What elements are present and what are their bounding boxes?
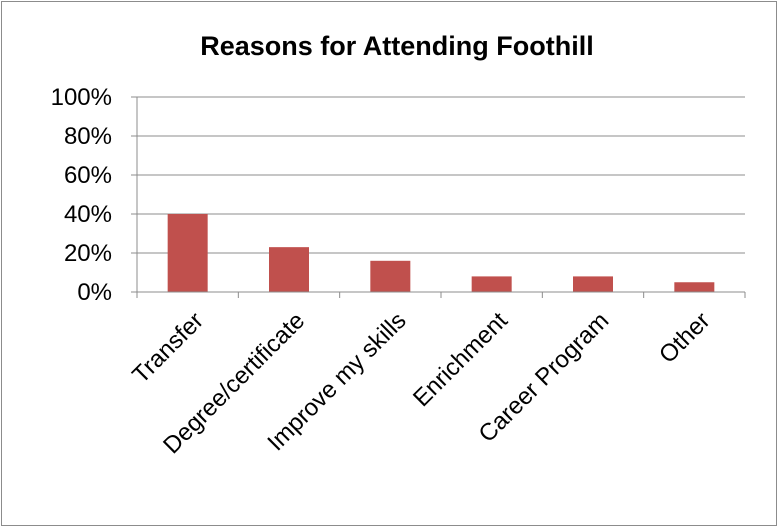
- bar: [370, 260, 411, 292]
- y-tick-label: 20%: [64, 240, 112, 267]
- bar: [167, 214, 208, 292]
- y-tick-label: 80%: [64, 123, 112, 150]
- y-tick-label: 40%: [64, 201, 112, 228]
- y-tick-label: 60%: [64, 162, 112, 189]
- x-tick-label: Enrichment: [408, 307, 513, 412]
- bar: [573, 276, 613, 292]
- bar: [471, 276, 512, 292]
- x-tick-label: Other: [654, 307, 716, 369]
- bars: [167, 214, 715, 292]
- y-tick-label: 100%: [51, 84, 112, 111]
- axes: [136, 97, 745, 293]
- bar: [674, 282, 715, 292]
- bar: [269, 247, 309, 292]
- gridlines: [137, 96, 745, 254]
- y-axis-ticks: 0% 20% 40% 60% 80% 100%: [51, 84, 137, 306]
- y-tick-label: 0%: [77, 279, 112, 306]
- x-tick-label: Transfer: [127, 307, 209, 389]
- chart-title: Reasons for Attending Foothill: [200, 31, 593, 61]
